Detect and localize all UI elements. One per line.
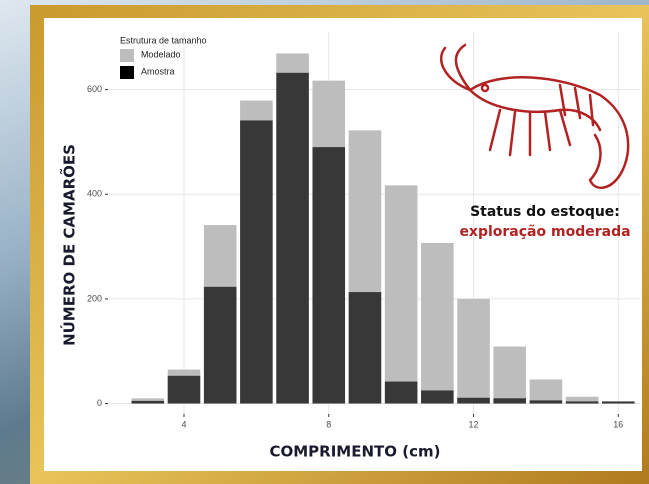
bar	[457, 299, 490, 404]
bar	[457, 398, 490, 404]
bar	[530, 379, 563, 403]
x-tick-label: 12	[469, 419, 479, 429]
bar	[421, 243, 454, 404]
bar	[421, 390, 454, 403]
legend-swatch	[120, 49, 134, 62]
status-value: exploração moderada	[459, 224, 630, 240]
bar	[566, 401, 599, 403]
legend-title: Estrutura de tamanho	[120, 35, 207, 45]
legend-label: Modelado	[141, 49, 181, 59]
legend-label: Amostra	[141, 66, 175, 76]
bar	[602, 401, 635, 403]
chart: 0 200 400 600 4 8 12 16 Estrutura de tamanho Mode…	[0, 0, 649, 484]
y-tick-label: 200	[87, 293, 102, 303]
y-tick-label: 400	[87, 189, 102, 199]
bar	[530, 400, 563, 403]
bar	[132, 401, 165, 404]
x-tick-label: 16	[613, 419, 623, 429]
y-axis-title: NÚMERO DE CAMARÕES	[60, 144, 79, 346]
bar	[493, 346, 526, 403]
bar	[276, 73, 309, 404]
legend-swatch	[120, 66, 134, 79]
x-tick-label: 8	[326, 419, 331, 429]
y-tick-label: 600	[87, 84, 102, 94]
bar	[349, 292, 382, 403]
bar	[168, 376, 201, 404]
bar	[204, 287, 237, 404]
x-axis-title: COMPRIMENTO (cm)	[270, 443, 441, 461]
bar	[385, 185, 418, 403]
bar	[385, 382, 418, 404]
status-title: Status do estoque:	[470, 204, 620, 220]
y-tick-label: 0	[97, 398, 102, 408]
bar	[240, 120, 273, 403]
bar	[312, 147, 345, 403]
x-tick-label: 4	[181, 419, 186, 429]
bar	[493, 398, 526, 403]
